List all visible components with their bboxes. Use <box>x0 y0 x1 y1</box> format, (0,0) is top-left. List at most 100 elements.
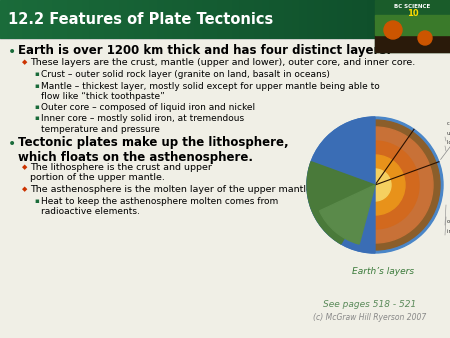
Bar <box>255 0 262 38</box>
Bar <box>172 0 180 38</box>
Text: Earth is over 1200 km thick and has four distinct layers.: Earth is over 1200 km thick and has four… <box>18 44 391 57</box>
Text: Tectonic plates make up the lithosphere,
which floats on the asthenosphere.: Tectonic plates make up the lithosphere,… <box>18 136 288 164</box>
Bar <box>368 0 375 38</box>
Bar <box>278 0 285 38</box>
Bar <box>30 0 37 38</box>
Bar <box>105 0 112 38</box>
Bar <box>382 0 390 38</box>
Circle shape <box>384 21 402 39</box>
Text: ▪: ▪ <box>34 82 39 89</box>
Bar <box>292 0 300 38</box>
Text: The asthenosphere is the molten layer of the upper mantle.: The asthenosphere is the molten layer of… <box>30 185 315 194</box>
Bar <box>248 0 255 38</box>
Bar <box>188 0 195 38</box>
Bar <box>240 0 248 38</box>
Bar <box>428 0 435 38</box>
Bar <box>68 0 75 38</box>
Bar <box>60 0 68 38</box>
Bar <box>120 0 127 38</box>
Bar <box>180 0 188 38</box>
Bar <box>285 0 293 38</box>
Bar <box>262 0 270 38</box>
Bar <box>442 0 450 38</box>
Text: ◆: ◆ <box>22 164 27 170</box>
Text: ▪: ▪ <box>34 71 39 77</box>
Text: ▪: ▪ <box>34 104 39 110</box>
Bar <box>352 0 360 38</box>
Bar <box>375 20 450 52</box>
Text: •: • <box>8 137 16 150</box>
Circle shape <box>345 155 405 215</box>
Text: ▪: ▪ <box>34 198 39 204</box>
Bar <box>375 0 450 52</box>
Bar <box>150 0 157 38</box>
Bar <box>143 0 150 38</box>
Bar <box>112 0 120 38</box>
Text: The lithosphere is the crust and upper
portion of the upper mantle.: The lithosphere is the crust and upper p… <box>30 163 212 182</box>
Bar <box>405 0 413 38</box>
Bar <box>22 0 30 38</box>
Text: Inner core – mostly solid iron, at tremendous
temperature and pressure: Inner core – mostly solid iron, at treme… <box>41 114 244 134</box>
Text: •: • <box>8 45 16 59</box>
Bar <box>315 0 323 38</box>
Text: BC SCIENCE: BC SCIENCE <box>394 4 431 9</box>
Circle shape <box>331 141 419 229</box>
Circle shape <box>359 169 391 201</box>
Bar <box>233 0 240 38</box>
Bar <box>82 0 90 38</box>
Text: See pages 518 - 521: See pages 518 - 521 <box>324 300 417 309</box>
Text: upper mantle: upper mantle <box>447 131 450 136</box>
Text: ▪: ▪ <box>34 115 39 121</box>
Bar <box>127 0 135 38</box>
Bar <box>397 0 405 38</box>
Bar <box>375 0 382 38</box>
Text: crust (5-70 km): crust (5-70 km) <box>441 121 450 160</box>
Circle shape <box>418 31 432 45</box>
Bar <box>435 0 442 38</box>
Bar <box>8 0 15 38</box>
Bar <box>53 0 60 38</box>
Text: ◆: ◆ <box>22 186 27 192</box>
Bar <box>270 0 278 38</box>
Bar <box>338 0 345 38</box>
Circle shape <box>310 120 440 250</box>
Wedge shape <box>320 185 375 244</box>
Bar <box>202 0 210 38</box>
Bar <box>0 0 8 38</box>
Bar <box>330 0 338 38</box>
Bar <box>217 0 225 38</box>
Bar <box>45 0 53 38</box>
Bar <box>323 0 330 38</box>
Text: lower mantle: lower mantle <box>447 140 450 145</box>
Bar <box>375 15 450 35</box>
Bar <box>300 0 307 38</box>
Circle shape <box>307 117 443 253</box>
Bar <box>135 0 143 38</box>
Bar <box>195 0 202 38</box>
Bar <box>375 0 450 52</box>
Text: ◆: ◆ <box>22 59 27 66</box>
Text: inner core: inner core <box>447 229 450 234</box>
Text: Mantle – thickest layer, mostly solid except for upper mantle being able to
flow: Mantle – thickest layer, mostly solid ex… <box>41 82 380 101</box>
Text: Earth’s layers: Earth’s layers <box>352 267 414 276</box>
Bar <box>98 0 105 38</box>
Wedge shape <box>307 117 375 253</box>
Bar <box>165 0 172 38</box>
Text: outer core: outer core <box>447 219 450 224</box>
Text: Crust – outer solid rock layer (granite on land, basalt in oceans): Crust – outer solid rock layer (granite … <box>41 70 330 79</box>
Bar <box>37 0 45 38</box>
Bar <box>75 0 82 38</box>
Bar <box>15 0 22 38</box>
Wedge shape <box>307 162 375 244</box>
Text: Heat to keep the asthenosphere molten comes from
radioactive elements.: Heat to keep the asthenosphere molten co… <box>41 197 278 216</box>
Bar <box>420 0 428 38</box>
Bar <box>158 0 165 38</box>
Text: (c) McGraw Hill Ryerson 2007: (c) McGraw Hill Ryerson 2007 <box>313 313 427 322</box>
Bar <box>345 0 352 38</box>
Bar <box>413 0 420 38</box>
Bar <box>360 0 368 38</box>
Circle shape <box>317 127 433 243</box>
Text: 12.2 Features of Plate Tectonics: 12.2 Features of Plate Tectonics <box>8 11 273 26</box>
Text: 10: 10 <box>407 8 418 18</box>
Bar <box>90 0 98 38</box>
